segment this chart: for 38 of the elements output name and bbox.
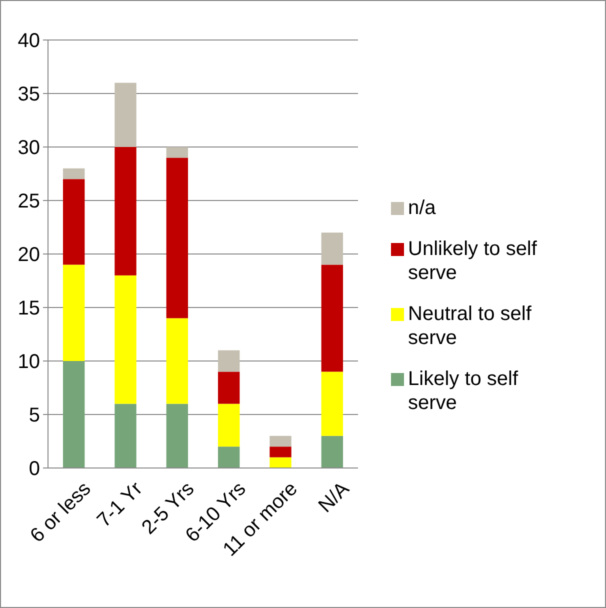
bar [321,232,344,265]
bar [270,457,292,468]
legend-label: Likely to self serve [408,368,518,414]
y-tick-label: 10 [18,351,40,373]
bar [166,404,188,468]
bar [114,275,136,404]
x-tick-label: N/A [314,477,354,518]
bar [114,404,136,468]
bar [62,264,85,361]
bar [114,82,136,147]
y-tick-label: 0 [28,458,40,480]
legend-label: Unlikely to self serve [408,238,538,284]
bar [321,436,344,468]
bar [218,446,240,468]
bar [62,179,85,265]
bar [114,147,136,276]
bar [321,264,344,372]
legend-label: n/a [408,197,437,219]
bar [62,168,85,180]
x-tick-label: 6 or less [26,478,96,547]
y-tick-label: 25 [18,190,40,212]
y-tick-label: 5 [28,404,40,426]
y-tick-label: 20 [18,244,40,266]
bar [218,372,240,404]
legend-label: Neutral to self serve [408,303,532,349]
y-tick-label: 35 [18,84,40,106]
bar [62,361,85,468]
bar [218,404,240,447]
bar [166,318,188,404]
y-tick-label: 30 [18,137,40,159]
y-tick-label: 15 [18,298,40,320]
bar [270,436,292,447]
y-tick-label: 40 [18,30,40,52]
bar [166,147,188,158]
bar [270,446,292,458]
bar [166,158,188,318]
bar [218,350,240,372]
bar [321,372,344,436]
